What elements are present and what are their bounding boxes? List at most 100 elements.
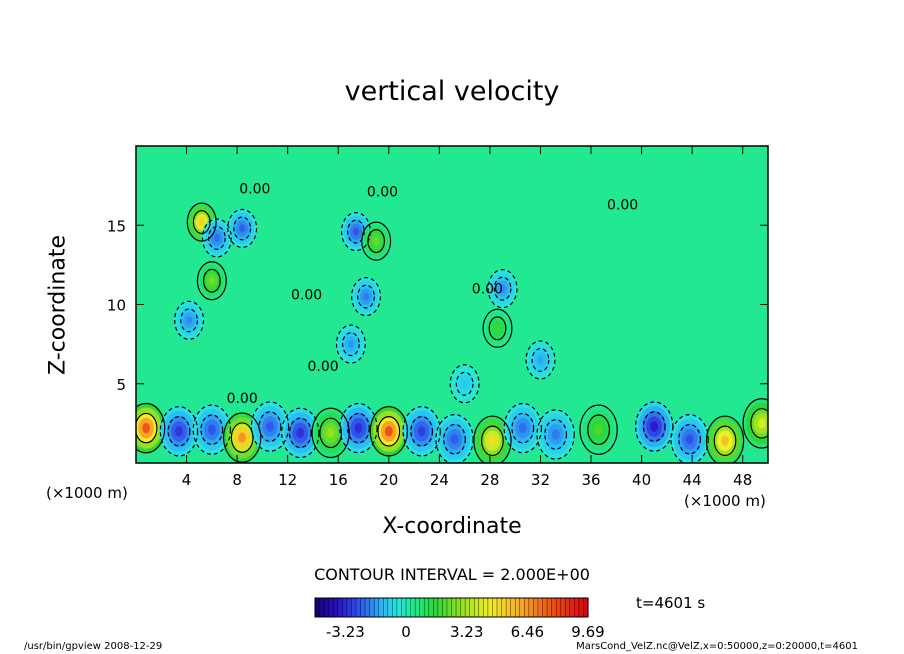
contour-lines bbox=[136, 202, 768, 463]
cell-contour bbox=[258, 411, 282, 442]
cell-contour bbox=[367, 229, 386, 254]
field-ring bbox=[213, 233, 220, 242]
field-ring bbox=[757, 418, 766, 429]
colorbar-swatch bbox=[537, 598, 544, 617]
colorbar-swatch bbox=[460, 598, 466, 617]
cell-contour bbox=[167, 415, 191, 447]
field-ring bbox=[207, 424, 216, 435]
cell-contour bbox=[361, 221, 392, 261]
colorbar-swatch bbox=[506, 598, 512, 617]
colorbar-tick-label: 0 bbox=[401, 623, 411, 641]
colorbar-swatch bbox=[569, 598, 575, 617]
colorbar-swatch bbox=[315, 598, 321, 617]
downdraft-cell bbox=[350, 276, 382, 317]
cell-contour bbox=[536, 409, 575, 460]
cell-contour bbox=[351, 276, 382, 317]
cell-contour bbox=[579, 404, 618, 455]
colorbar-swatch bbox=[542, 598, 548, 617]
field-ring bbox=[450, 434, 459, 445]
cell-contour bbox=[136, 402, 166, 454]
cell-contour bbox=[347, 412, 370, 444]
downdraft-cell bbox=[226, 208, 258, 249]
x-unit-label-right: (×1000 m) bbox=[684, 492, 766, 510]
field-ring bbox=[384, 426, 393, 437]
colorbar-swatch bbox=[324, 598, 330, 617]
cell-contour bbox=[742, 398, 768, 449]
cell-contour bbox=[493, 276, 512, 301]
field-ring bbox=[594, 424, 603, 435]
field-ring bbox=[266, 421, 274, 432]
colorbar-swatch bbox=[351, 598, 357, 617]
colorbar-swatch bbox=[419, 598, 425, 617]
cell-contour bbox=[642, 411, 666, 442]
colorbar-tick-label: -3.23 bbox=[326, 623, 365, 641]
colorbar-swatch bbox=[492, 598, 498, 617]
field-ring bbox=[239, 224, 246, 233]
colorbar-swatch bbox=[524, 598, 530, 617]
cell-contour bbox=[377, 415, 401, 447]
cell-contour bbox=[531, 347, 550, 372]
cell-contour bbox=[443, 423, 466, 455]
cell-contour bbox=[525, 340, 556, 380]
x-unit-label-left: (×1000 m) bbox=[46, 484, 128, 502]
colorbar-swatch bbox=[533, 598, 539, 617]
cell-contour bbox=[402, 406, 441, 457]
cell-contour bbox=[635, 401, 674, 452]
field-ring bbox=[238, 432, 247, 443]
field-ring bbox=[354, 422, 363, 434]
x-tick-label: 20 bbox=[379, 471, 398, 489]
contour-line-label: 0.00 bbox=[227, 391, 258, 407]
contour-line-label: 0.00 bbox=[367, 185, 398, 201]
colorbar-swatch bbox=[483, 598, 489, 617]
footer-data-source: MarsCond_VelZ.nc@VelZ,x=0:50000,z=0:2000… bbox=[576, 641, 858, 652]
colorbar-swatch bbox=[501, 598, 507, 617]
cell-contour bbox=[341, 332, 360, 357]
cell-contour bbox=[311, 407, 350, 459]
colorbar-tick-label: 3.23 bbox=[450, 623, 483, 641]
cell-contour bbox=[750, 408, 768, 439]
colorbar-swatch bbox=[406, 598, 412, 617]
contour-line-label: 0.00 bbox=[607, 197, 638, 213]
colorbar-swatch bbox=[401, 598, 407, 617]
colorbar-swatch bbox=[333, 598, 339, 617]
contour-line-label: 0.00 bbox=[239, 182, 270, 198]
colorbar-swatch bbox=[451, 598, 457, 617]
colorbar-swatch bbox=[519, 598, 525, 617]
x-tick-label: 16 bbox=[329, 471, 348, 489]
colorbar-swatch bbox=[415, 598, 421, 617]
x-tick-label: 8 bbox=[232, 471, 242, 489]
field-ring bbox=[518, 422, 527, 434]
cell-contour bbox=[357, 284, 375, 309]
cell-contour bbox=[511, 412, 535, 444]
colorbar-swatch bbox=[510, 598, 516, 617]
downdraft-cell bbox=[634, 400, 674, 453]
x-tick-label: 40 bbox=[632, 471, 651, 489]
cell-contour bbox=[340, 211, 371, 252]
field-ring bbox=[537, 355, 544, 364]
cell-contour bbox=[335, 324, 366, 364]
field-ring bbox=[186, 316, 193, 325]
cell-contour bbox=[174, 300, 205, 340]
cell-contour bbox=[200, 414, 224, 446]
cell-contour bbox=[473, 415, 512, 463]
colorbar-tick-label: 9.69 bbox=[571, 623, 604, 641]
updraft-cell bbox=[705, 415, 745, 463]
cell-contour bbox=[202, 268, 221, 293]
cell-contour bbox=[281, 407, 320, 459]
colorbar-swatch bbox=[574, 598, 580, 617]
colorbar-swatch bbox=[433, 598, 439, 617]
colorbar-swatch bbox=[474, 598, 480, 617]
footer-program-info: /usr/bin/gpview 2008-12-29 bbox=[24, 641, 163, 652]
cell-contour bbox=[201, 218, 232, 258]
field-ring bbox=[650, 421, 659, 432]
field-ring bbox=[208, 276, 215, 285]
cell-contour bbox=[159, 406, 199, 457]
downdraft-cell bbox=[449, 363, 480, 404]
field-ring bbox=[175, 426, 183, 437]
colorbar-swatch bbox=[560, 598, 566, 617]
colorbar-fill bbox=[314, 598, 589, 617]
y-tick-label: 10 bbox=[107, 297, 126, 315]
updraft-cell bbox=[482, 308, 513, 349]
colorbar-swatch bbox=[387, 598, 393, 617]
